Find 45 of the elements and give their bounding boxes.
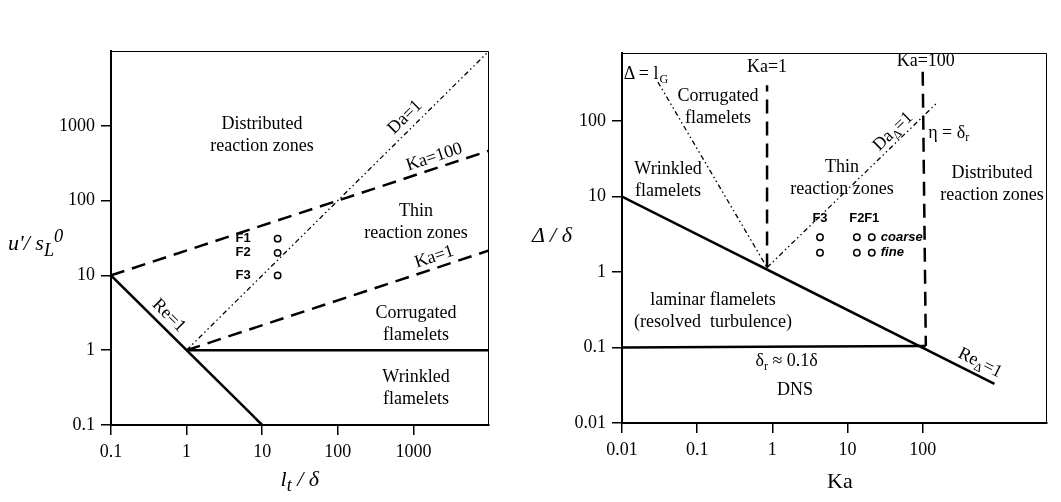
annotation: Corrugated flamelets bbox=[375, 301, 457, 344]
annotation: Wrinkled flamelets bbox=[382, 365, 450, 408]
annotation: Ka=100 bbox=[403, 137, 465, 175]
y-tick-label: 1 bbox=[597, 260, 606, 281]
x-tick-label: 1 bbox=[767, 438, 777, 459]
y-tick-label: 0.1 bbox=[583, 336, 606, 357]
x-tick-label: 100 bbox=[909, 438, 937, 459]
annotation: Wrinkled flamelets bbox=[634, 157, 702, 200]
annotation: Thin reaction zones bbox=[790, 155, 894, 198]
annotation: Thin reaction zones bbox=[364, 199, 468, 242]
x-tick-label: 1000 bbox=[395, 440, 432, 461]
annotation: DNS bbox=[777, 378, 814, 399]
annotation: F3 bbox=[235, 266, 251, 282]
y-tick-label: 10 bbox=[588, 185, 606, 206]
y-tick-label: 100 bbox=[579, 109, 606, 130]
x-tick-label: 0.1 bbox=[685, 438, 709, 459]
x-axis-title: l$_{t}$ / δ bbox=[280, 466, 320, 497]
x-axis-title: Ka bbox=[827, 468, 853, 494]
annotation: Ka=1 bbox=[746, 55, 788, 76]
x-tick-label: 10 bbox=[838, 438, 857, 459]
annotation: Distributed reaction zones bbox=[210, 112, 314, 155]
y-tick-label: 1 bbox=[86, 338, 95, 359]
x-tick-label: 0.01 bbox=[606, 438, 638, 459]
y-tick-label: 10 bbox=[77, 264, 95, 285]
annotation: Distributed reaction zones bbox=[940, 161, 1044, 204]
annotation: F3 bbox=[812, 209, 828, 225]
x-tick-label: 0.1 bbox=[99, 440, 123, 461]
annotation: F1 bbox=[864, 209, 880, 225]
x-tick-label: 100 bbox=[324, 440, 352, 461]
y-tick-label: 100 bbox=[68, 189, 95, 210]
y-axis-title: Δ / δ bbox=[532, 222, 572, 248]
annotation: F2 bbox=[235, 244, 251, 260]
y-tick-label: 1000 bbox=[59, 114, 95, 135]
annotation: Ka=1 bbox=[411, 239, 457, 272]
annotation: Corrugated flamelets bbox=[677, 84, 759, 127]
x-tick-label: 1 bbox=[182, 440, 192, 461]
y-tick-label: 0.01 bbox=[574, 411, 606, 432]
annotation: laminar flamelets (resolved turbulence) bbox=[634, 288, 792, 332]
y-tick-label: 0.1 bbox=[72, 413, 95, 434]
annotation: DaΔ=1 bbox=[868, 106, 917, 155]
series-label: fine bbox=[880, 244, 904, 260]
annotation: ReΔ=1 bbox=[955, 342, 1006, 382]
annotation: F2 bbox=[849, 209, 865, 225]
x-tick-label: 10 bbox=[253, 440, 272, 461]
series-label: coarse bbox=[880, 228, 923, 244]
